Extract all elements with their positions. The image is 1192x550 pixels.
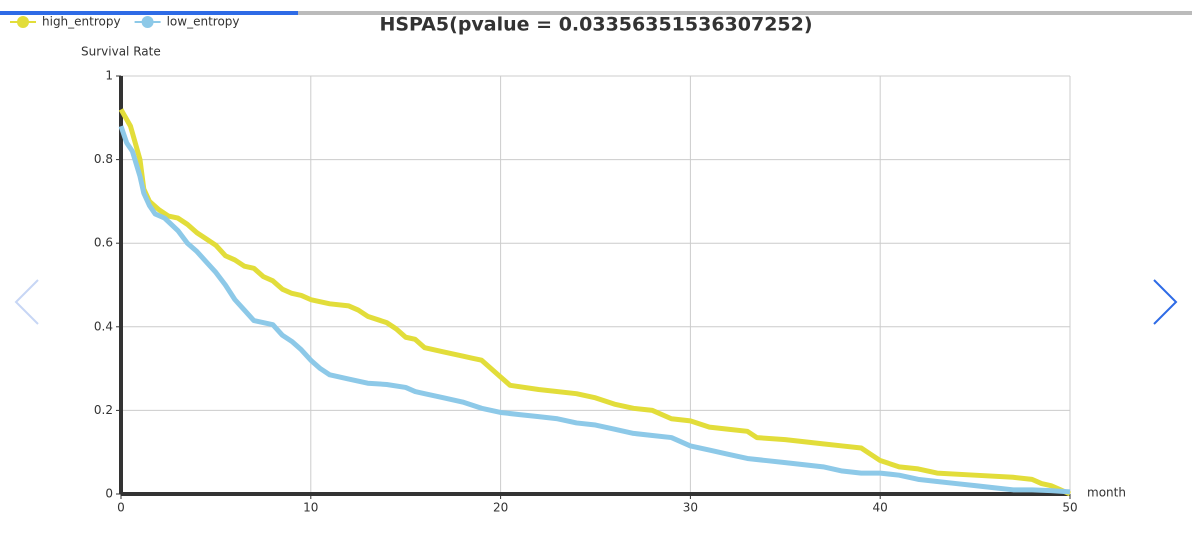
legend-item[interactable]: low_entropy xyxy=(134,15,240,29)
progress-track xyxy=(0,11,1192,15)
prev-arrow[interactable] xyxy=(14,279,39,325)
y-tick-label: 1 xyxy=(105,69,113,83)
legend-item[interactable]: high_entropy xyxy=(10,15,121,29)
legend-label: high_entropy xyxy=(42,15,121,29)
next-arrow[interactable] xyxy=(1153,279,1178,325)
y-tick-label: 0.4 xyxy=(94,319,113,333)
x-tick-label: 40 xyxy=(873,501,888,515)
x-tick-label: 0 xyxy=(117,501,125,515)
chart-title: HSPA5(pvalue = 0.03356351536307252) xyxy=(379,14,812,36)
y-tick-label: 0.2 xyxy=(94,403,113,417)
legend-symbol xyxy=(17,16,29,28)
y-tick-label: 0.6 xyxy=(94,236,113,250)
legend-label: low_entropy xyxy=(167,15,240,29)
y-tick-label: 0.8 xyxy=(94,152,113,166)
x-tick-label: 20 xyxy=(493,501,508,515)
progress-bar xyxy=(0,11,298,15)
series-line xyxy=(118,108,1072,497)
x-tick-label: 10 xyxy=(303,501,318,515)
y-axis-label: Survival Rate xyxy=(81,45,161,59)
y-tick-label: 0 xyxy=(105,487,113,501)
series-line xyxy=(118,125,1071,495)
x-tick-label: 50 xyxy=(1062,501,1077,515)
plot-area: 00.20.40.60.810 10 20 30 40 50 xyxy=(94,69,1078,515)
legend-symbol xyxy=(141,16,154,28)
x-tick-label: 30 xyxy=(683,501,698,515)
x-axis-label: month xyxy=(1087,486,1126,500)
